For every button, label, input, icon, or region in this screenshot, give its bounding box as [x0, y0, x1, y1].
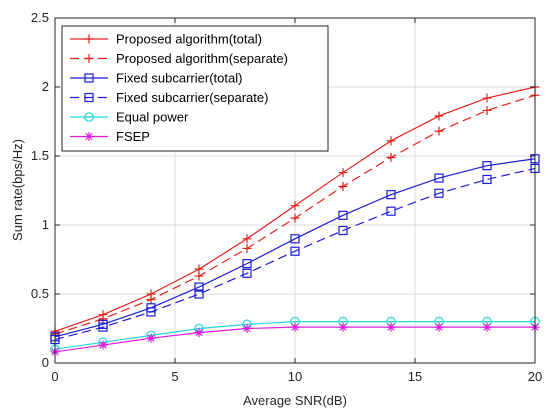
x-tick-label: 5: [171, 369, 178, 384]
y-tick-label: 0.5: [31, 286, 49, 301]
data-point-plus: [434, 111, 444, 121]
legend-label: Proposed algorithm(separate): [116, 51, 288, 66]
data-point-asterisk: [434, 322, 444, 332]
x-axis-label: Average SNR(dB): [243, 393, 347, 408]
data-point-asterisk: [84, 132, 94, 141]
y-axis-label: Sum rate(bps/Hz): [10, 139, 25, 241]
legend-item-1: Proposed algorithm(total): [70, 32, 262, 47]
data-point-plus: [98, 314, 108, 324]
data-point-plus: [338, 168, 348, 178]
data-point-square: [290, 234, 300, 244]
data-point-square: [482, 161, 492, 171]
data-point-plus: [482, 105, 492, 115]
series-line: [54, 158, 536, 338]
y-tick-label: 1: [42, 217, 49, 232]
x-tick-label: 20: [528, 369, 542, 384]
data-point-plus: [386, 136, 396, 146]
data-point-asterisk: [194, 328, 204, 338]
data-point-plus: [194, 271, 204, 281]
data-point-plus: [290, 213, 300, 223]
x-tick-label: 10: [288, 369, 302, 384]
y-tick-label: 1.5: [31, 148, 49, 163]
data-point-square: [146, 307, 156, 317]
x-tick-label: 15: [408, 369, 422, 384]
data-point-asterisk: [482, 322, 492, 332]
data-point-plus: [338, 181, 348, 191]
legend: Proposed algorithm(total) Proposed algori…: [61, 25, 329, 152]
legend-item-5: Equal power: [70, 110, 189, 125]
data-point-circle: [84, 112, 94, 122]
data-point-plus: [84, 34, 94, 44]
data-point-asterisk: [386, 322, 396, 332]
data-point-plus: [84, 54, 94, 63]
ticks: 0 5 10 15 20 0 0.5 1 1.5 2 2.5: [31, 10, 542, 384]
data-point-square: [242, 268, 252, 278]
legend-label: Fixed subcarrier(total): [116, 71, 242, 86]
series-layer: [50, 82, 540, 357]
data-point-asterisk: [290, 322, 300, 332]
x-tick-label: 0: [51, 369, 58, 384]
data-point-square: [434, 188, 444, 198]
legend-item-4: Fixed subcarrier(separate): [70, 90, 268, 105]
y-tick-label: 2: [42, 79, 49, 94]
data-point-plus: [146, 295, 156, 305]
series-4: [50, 163, 540, 345]
legend-label: Proposed algorithm(total): [116, 32, 262, 47]
data-point-square: [84, 73, 94, 83]
data-point-asterisk: [242, 324, 252, 333]
legend-item-6: FSEP: [70, 129, 150, 144]
data-point-square: [338, 225, 348, 236]
series-line: [54, 321, 535, 350]
data-point-square: [98, 322, 108, 332]
legend-item-3: Fixed subcarrier(total): [70, 71, 242, 86]
data-point-square: [482, 174, 492, 185]
data-point-plus: [386, 152, 396, 162]
data-point-square: [434, 173, 444, 183]
data-point-square: [338, 210, 348, 220]
legend-item-2: Proposed algorithm(separate): [70, 51, 288, 66]
series-6: [50, 322, 540, 357]
y-tick-label: 2.5: [31, 10, 49, 25]
data-point-plus: [242, 234, 252, 244]
data-point-square: [194, 289, 204, 299]
data-point-asterisk: [146, 333, 156, 343]
data-point-square: [386, 206, 396, 216]
legend-label: FSEP: [116, 129, 150, 144]
legend-label: Fixed subcarrier(separate): [116, 90, 268, 105]
data-point-asterisk: [338, 322, 348, 332]
legend-box: [61, 25, 329, 152]
data-point-square: [194, 282, 204, 292]
data-point-plus: [482, 93, 492, 103]
data-point-square: [242, 259, 252, 269]
legend-label: Equal power: [116, 110, 189, 125]
data-point-asterisk: [98, 340, 108, 350]
data-point-square: [84, 92, 94, 103]
data-point-square: [290, 246, 300, 256]
series-line: [54, 167, 536, 341]
y-tick-label: 0: [42, 355, 49, 370]
data-point-plus: [434, 126, 444, 136]
data-point-plus: [242, 243, 252, 253]
data-point-square: [386, 190, 396, 200]
data-point-plus: [290, 201, 300, 211]
